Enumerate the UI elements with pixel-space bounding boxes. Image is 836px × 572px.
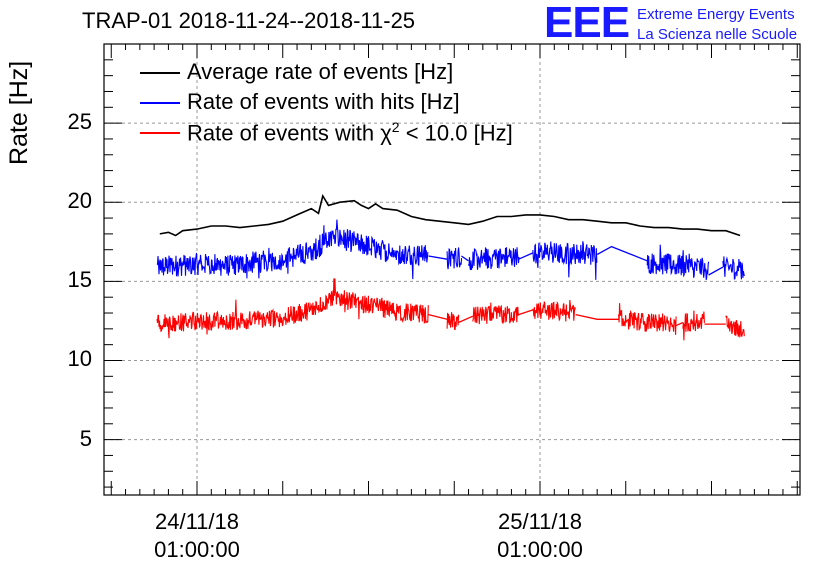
eee-logo-line2: La Scienza nelle Scuole (637, 26, 798, 43)
y-tick-label: 10 (67, 346, 92, 372)
series-2-segment-2 (472, 302, 519, 325)
series-2-segment-0 (156, 278, 429, 339)
series-2-segment-5 (682, 310, 705, 341)
x-tick-date: 25/11/18 (497, 509, 582, 534)
series-1-segment-4 (646, 244, 710, 281)
series-1-segment-3 (532, 241, 598, 280)
legend-label-average: Average rate of events [Hz] (187, 59, 454, 84)
x-tick-time: 01:00:00 (497, 537, 583, 562)
legend-line-average (140, 72, 180, 74)
eee-logo-mark: EEE (544, 0, 630, 47)
legend-label-hits: Rate of events with hits [Hz] (187, 89, 460, 114)
legend-label-chi2: Rate of events with χ2 < 10.0 [Hz] (187, 119, 513, 146)
eee-logo: EEE Extreme Energy Events La Scienza nel… (540, 0, 836, 48)
chart-title: TRAP-01 2018-11-24--2018-11-25 (82, 8, 416, 33)
legend-chi2-sup: 2 (391, 119, 400, 135)
series-2-link-1 (458, 315, 474, 324)
series-2-segment-3 (532, 300, 576, 322)
series-2-link-4 (675, 321, 684, 327)
series-1-segment-1 (446, 247, 463, 270)
series-1-link-1 (461, 255, 469, 262)
x-tick-date: 24/11/18 (154, 509, 239, 534)
legend-chi2-prefix: Rate of events with (187, 120, 381, 146)
legend-chi2-symbol: χ (380, 120, 392, 146)
legend-chi2-suffix: < 10.0 [Hz] (399, 120, 513, 146)
series-1-segment-5 (722, 256, 745, 280)
series-average-line (159, 193, 741, 237)
y-tick-label: 5 (79, 425, 92, 451)
series-2-link-3 (575, 313, 619, 320)
y-tick-label: 25 (67, 109, 92, 135)
y-axis-label: Rate [Hz] (5, 60, 33, 165)
series-1-link-2 (518, 252, 534, 260)
series-2-link-2 (518, 309, 534, 316)
legend-line-chi2 (140, 132, 180, 134)
x-tick-time: 01:00:00 (154, 537, 240, 562)
series-2-link-0 (428, 313, 448, 320)
series-2-segment-6 (725, 315, 745, 338)
x-tick-label: 24/11/18 01:00:00 (127, 508, 267, 564)
eee-logo-line1: Extreme Energy Events (637, 6, 795, 23)
series-1-segment-0 (156, 219, 429, 280)
series-1-link-3 (596, 245, 648, 262)
plot-frame (103, 43, 801, 496)
x-tick-label: 25/11/18 01:00:00 (470, 508, 610, 564)
series-1-segment-2 (467, 247, 520, 271)
y-tick-label: 15 (67, 267, 92, 293)
series-1-link-0 (428, 255, 448, 260)
series-2-segment-1 (446, 312, 460, 331)
series-1-link-4 (708, 266, 724, 276)
y-tick-label: 20 (67, 188, 92, 214)
legend-line-hits (140, 102, 180, 104)
series-2-segment-4 (618, 303, 677, 335)
